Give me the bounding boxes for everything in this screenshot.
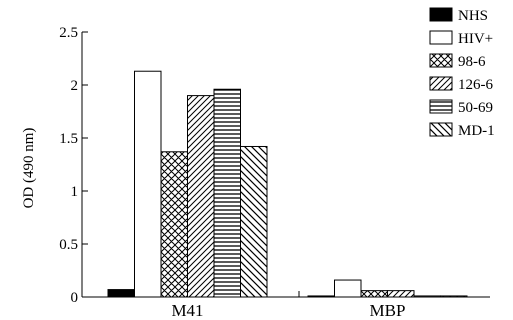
bar-NHS-M41 bbox=[107, 289, 135, 298]
legend-swatch bbox=[429, 30, 453, 45]
y-tick-label: 1.5 bbox=[59, 131, 78, 147]
bar-126-6-M41 bbox=[187, 95, 215, 298]
y-axis-ticks: 0 0.5 1 1.5 2 2.5 bbox=[59, 25, 88, 306]
y-tick-label: 2 bbox=[71, 78, 79, 94]
y-tick-label: 2.5 bbox=[59, 25, 78, 41]
y-axis-label: OD (490 nm) bbox=[21, 128, 37, 209]
legend-swatch bbox=[429, 122, 453, 137]
bar-98-6-MBP bbox=[360, 290, 388, 298]
x-category-label: MBP bbox=[370, 301, 406, 320]
bar-50-69-M41 bbox=[213, 88, 241, 298]
y-tick-label: 0 bbox=[71, 290, 79, 306]
x-axis-categories: M41 MBP bbox=[171, 301, 405, 320]
legend-label: HIV+ bbox=[458, 31, 493, 47]
legend-label: NHS bbox=[458, 8, 488, 24]
bar-126-6-MBP bbox=[387, 290, 415, 298]
legend-label: MD-1 bbox=[458, 123, 495, 139]
bar-NHS-MBP bbox=[307, 295, 335, 298]
bar-MD-1-M41 bbox=[240, 145, 268, 298]
legend-label: 98-6 bbox=[458, 54, 486, 70]
legend-swatch bbox=[429, 7, 453, 22]
bar-HIV+-M41 bbox=[134, 70, 162, 298]
x-category-label: M41 bbox=[171, 301, 203, 320]
bar-50-69-MBP bbox=[413, 295, 441, 298]
legend-swatch bbox=[429, 99, 453, 114]
legend-label: 50-69 bbox=[458, 100, 493, 116]
legend-label: 126-6 bbox=[458, 77, 493, 93]
bar-HIV+-MBP bbox=[334, 279, 362, 298]
legend-swatch bbox=[429, 76, 453, 91]
y-tick-label: 1 bbox=[71, 184, 79, 200]
bar-98-6-M41 bbox=[160, 151, 188, 298]
legend-swatch bbox=[429, 53, 453, 68]
bar-MD-1-MBP bbox=[440, 295, 468, 298]
y-tick-label: 0.5 bbox=[59, 237, 78, 253]
legend: NHS HIV+ 98-6 126-6 50-69 MD-1 bbox=[429, 7, 495, 139]
bars bbox=[107, 70, 468, 298]
